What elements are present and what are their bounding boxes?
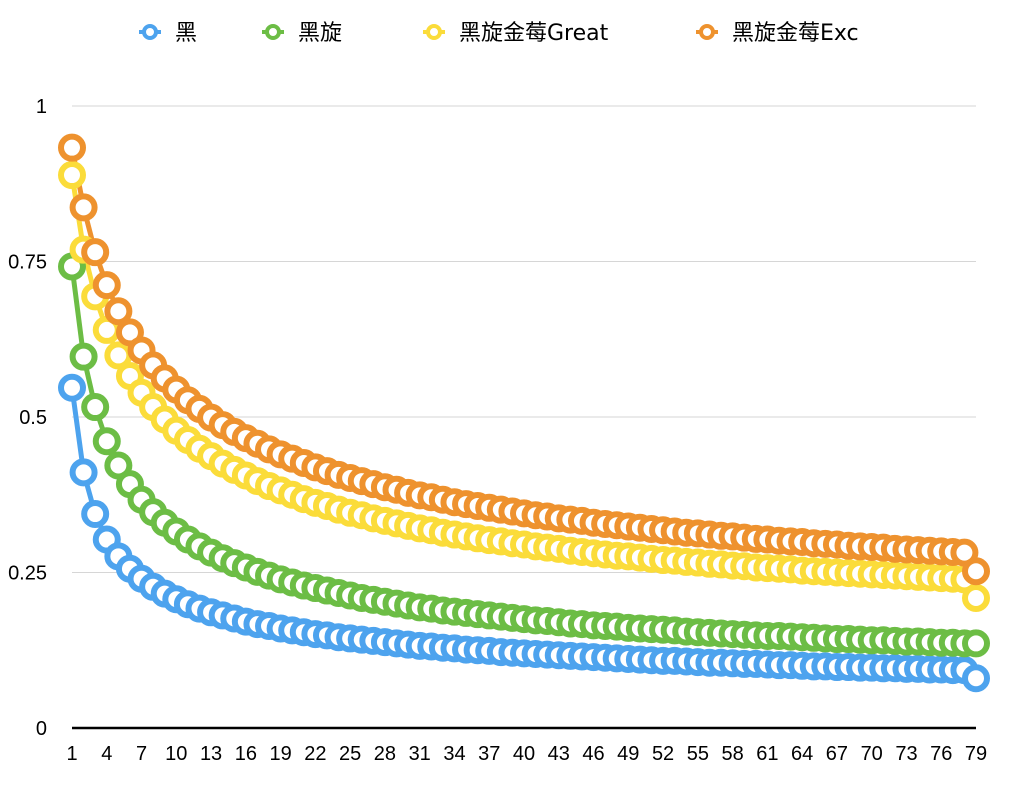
x-tick-label: 7 xyxy=(136,743,147,765)
y-tick-label: 0.5 xyxy=(19,407,47,429)
x-tick-label: 31 xyxy=(409,743,431,765)
y-tick-label: 1 xyxy=(36,96,47,118)
data-point xyxy=(81,500,110,529)
x-tick-label: 61 xyxy=(756,743,778,765)
data-point xyxy=(69,193,98,222)
x-tick-label: 19 xyxy=(269,743,291,765)
data-point xyxy=(69,342,98,371)
data-point xyxy=(58,161,86,190)
y-tick-label: 0.75 xyxy=(8,252,47,274)
x-tick-label: 49 xyxy=(617,743,639,765)
data-point xyxy=(962,629,990,658)
data-point xyxy=(58,133,86,162)
x-tick-label: 43 xyxy=(548,743,570,765)
x-tick-label: 58 xyxy=(721,743,743,765)
x-tick-label: 25 xyxy=(339,743,361,765)
y-tick-label: 0 xyxy=(36,718,47,740)
series-point-group xyxy=(58,373,990,693)
x-tick-label: 28 xyxy=(374,743,396,765)
legend-item: 黑旋金莓Great xyxy=(423,21,609,46)
x-tick-label: 22 xyxy=(304,743,326,765)
legend-marker xyxy=(142,24,158,40)
x-tick-label: 10 xyxy=(165,743,187,765)
data-point xyxy=(104,297,133,326)
data-point xyxy=(81,238,110,267)
y-axis-tick-labels: 0 0.25 0.5 0.75 1 xyxy=(8,96,47,740)
x-tick-label: 64 xyxy=(791,743,813,765)
x-tick-label: 4 xyxy=(101,743,112,765)
data-point xyxy=(92,427,121,456)
x-tick-label: 46 xyxy=(582,743,604,765)
data-point xyxy=(58,373,86,402)
series-point-group xyxy=(58,252,990,658)
data-point xyxy=(81,393,110,422)
x-tick-label: 34 xyxy=(443,743,465,765)
data-point xyxy=(962,557,990,586)
x-tick-label: 76 xyxy=(930,743,952,765)
legend-item: 黑旋金莓Exc xyxy=(696,21,859,46)
legend-item: 黑 xyxy=(139,21,197,46)
x-tick-label: 16 xyxy=(235,743,257,765)
data-point xyxy=(69,458,98,487)
x-tick-label: 37 xyxy=(478,743,500,765)
x-tick-label: 52 xyxy=(652,743,674,765)
x-tick-label: 70 xyxy=(861,743,883,765)
x-tick-label: 73 xyxy=(895,743,917,765)
series-point-group xyxy=(58,133,990,586)
x-tick-label: 1 xyxy=(66,743,77,765)
x-tick-label: 40 xyxy=(513,743,535,765)
legend-label: 黑旋 xyxy=(298,21,342,46)
legend-marker xyxy=(426,24,442,40)
series-point-group xyxy=(58,161,990,613)
legend-label: 黑旋金莓Great xyxy=(459,21,609,46)
data-point xyxy=(92,271,121,300)
legend: 黑 黑旋 黑旋金莓Great 黑旋金莓Exc xyxy=(139,21,859,46)
data-point xyxy=(962,664,990,693)
legend-label: 黑 xyxy=(175,21,197,46)
x-tick-label: 79 xyxy=(965,743,987,765)
x-tick-label: 13 xyxy=(200,743,222,765)
legend-marker xyxy=(699,24,715,40)
series-points xyxy=(58,133,990,693)
legend-label: 黑旋金莓Exc xyxy=(732,21,859,46)
x-axis: 1 4 7 10 13 16 19 22 25 28 31 34 37 40 43 46 49 52 55 58 61 6… xyxy=(66,726,987,765)
x-tick-label: 55 xyxy=(687,743,709,765)
data-point xyxy=(962,584,990,613)
y-tick-label: 0.25 xyxy=(8,563,47,585)
legend-item: 黑旋 xyxy=(262,21,342,46)
legend-marker xyxy=(265,24,281,40)
x-tick-label: 67 xyxy=(826,743,848,765)
